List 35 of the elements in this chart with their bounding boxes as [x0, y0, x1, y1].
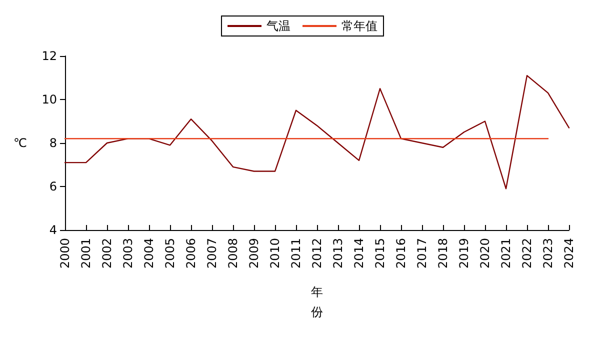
y-tick-label: 4	[49, 223, 57, 237]
y-tick-label: 10	[42, 92, 57, 106]
x-tick-label: 2005	[163, 238, 177, 269]
y-tick-label: 8	[49, 136, 57, 150]
x-tick-label: 2023	[541, 238, 555, 269]
x-tick-label: 2009	[247, 238, 261, 269]
x-tick-label: 2004	[142, 238, 156, 269]
x-tick-label: 2015	[373, 238, 387, 269]
x-tick-label: 2013	[331, 238, 345, 269]
y-tick-label: 12	[42, 49, 57, 63]
x-tick-label: 2002	[100, 238, 114, 269]
line-series	[64, 74, 570, 190]
x-tick-label: 2000	[58, 238, 72, 269]
x-tick-label: 2010	[268, 238, 282, 269]
legend-label: 常年值	[342, 19, 378, 33]
y-tick-label: 6	[49, 180, 57, 194]
legend-label: 气温	[266, 19, 290, 33]
x-tick-label: 2019	[457, 238, 471, 269]
y-axis-title: ℃	[14, 136, 27, 150]
x-tick-label: 2022	[520, 238, 534, 269]
x-tick-label: 2020	[478, 238, 492, 269]
x-axis-title: 年份	[311, 285, 323, 319]
x-tick-label: 2001	[79, 238, 93, 269]
x-tick-label: 2021	[499, 238, 513, 269]
x-tick-label: 2006	[184, 238, 198, 269]
x-tick-label: 2017	[415, 238, 429, 269]
x-tick-label: 2024	[562, 238, 576, 269]
x-tick-label: 2007	[205, 238, 219, 269]
x-tick-label: 2008	[226, 238, 240, 269]
x-tick-label: 2003	[121, 238, 135, 269]
x-tick-label: 2012	[310, 238, 324, 269]
x-tick-label: 2014	[352, 238, 366, 269]
x-tick-label: 2018	[436, 238, 450, 269]
x-tick-label: 2016	[394, 238, 408, 269]
x-tick-label: 2011	[289, 238, 303, 269]
